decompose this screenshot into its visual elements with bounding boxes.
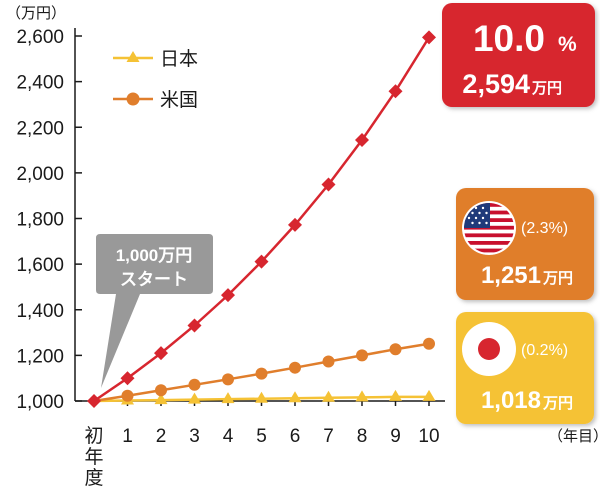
legend-marker-japan (126, 51, 140, 62)
data-point (187, 318, 202, 333)
legend: 日本 米国 (113, 48, 198, 111)
data-point (87, 394, 101, 408)
data-point (289, 361, 301, 374)
y-tick-label: 1,400 (16, 301, 64, 322)
data-point (221, 288, 235, 303)
y-tick-label: 1,600 (16, 255, 64, 276)
x-tick-label: 9 (390, 426, 401, 447)
series-rate10 (87, 30, 436, 408)
x-tick-label: 10 (418, 426, 439, 447)
data-point (422, 30, 436, 45)
us-rate: (2.3%) (521, 220, 568, 237)
data-point (423, 337, 435, 350)
data-point (355, 133, 369, 148)
data-point (389, 343, 402, 356)
data-point (121, 389, 134, 402)
us-flag-icon (462, 201, 516, 255)
data-point (322, 390, 335, 402)
data-point (255, 367, 268, 380)
y-axis-ticks: 1,000 1,200 1,400 1,600 1,800 2,000 2,200 2,400… (16, 27, 82, 413)
x-tick-label: 7 (323, 426, 334, 447)
x-axis-ticks: 初年度 1 2 3 4 5 6 7 8 9 10 (84, 401, 440, 487)
data-point (222, 373, 234, 386)
red-amount-unit: 万円 (531, 80, 562, 97)
japan-flag-icon (462, 322, 516, 376)
start-callout: 1,000万円 スタート (96, 234, 213, 388)
series-us (93, 337, 435, 403)
data-point (255, 391, 268, 403)
data-point (254, 254, 269, 269)
x-tick-label: 6 (290, 426, 301, 447)
data-point (355, 390, 369, 402)
legend-label-japan: 日本 (160, 48, 198, 70)
legend-marker-us (126, 92, 140, 106)
japan-amount-value: 1,018 (481, 387, 541, 414)
red-rate-callout (442, 3, 595, 107)
red-amount-value: 2,594 (462, 69, 530, 99)
x-tick-label: 3 (189, 426, 200, 447)
data-point (321, 177, 336, 192)
x-tick-label: 8 (357, 426, 368, 447)
y-tick-label: 1,800 (16, 210, 64, 231)
y-axis-unit: （万円） (6, 5, 66, 22)
red-rate-value: 10.0 (473, 18, 545, 59)
us-amount-unit: 万円 (542, 270, 573, 287)
x-tick-label: 5 (256, 426, 267, 447)
data-point (388, 84, 403, 99)
red-rate-box (442, 3, 595, 107)
y-tick-label: 1,200 (16, 346, 64, 367)
data-point (389, 389, 402, 401)
x-tick-label: 1 (122, 426, 133, 447)
y-tick-label: 2,600 (16, 27, 64, 48)
us-amount-value: 1,251 (481, 262, 541, 289)
data-point (221, 392, 235, 404)
start-callout-bubble (96, 234, 213, 388)
series-layer (87, 30, 436, 408)
data-point (188, 392, 201, 404)
data-point (155, 384, 167, 397)
data-point (120, 371, 135, 386)
series-line (93, 36, 431, 403)
x-tick-label: 初年度 (84, 425, 103, 487)
y-tick-label: 2,200 (16, 118, 64, 139)
japan-amount-unit: 万円 (542, 395, 573, 412)
data-point (288, 217, 302, 232)
y-tick-label: 2,400 (16, 73, 64, 94)
data-point (188, 378, 201, 391)
data-point (154, 346, 168, 361)
x-tick-label: 4 (223, 426, 234, 447)
x-axis-unit: （年目） (548, 428, 600, 445)
y-tick-label: 1,000 (16, 392, 64, 413)
data-point (322, 355, 335, 368)
japan-rate: (0.2%) (521, 342, 568, 359)
start-callout-line2: スタート (120, 270, 188, 289)
data-point (422, 389, 436, 401)
series-japan (93, 389, 436, 405)
red-rate-unit: % (558, 33, 577, 56)
data-point (288, 391, 302, 403)
y-tick-label: 2,000 (16, 164, 64, 185)
legend-label-us: 米国 (160, 89, 198, 111)
start-callout-line1: 1,000万円 (116, 246, 193, 265)
data-point (154, 393, 168, 405)
data-point (356, 349, 368, 362)
x-tick-label: 2 (156, 426, 167, 447)
